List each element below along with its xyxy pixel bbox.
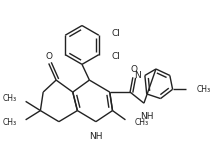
Text: CH₃: CH₃: [135, 118, 149, 127]
Text: N: N: [134, 71, 141, 80]
Text: O: O: [45, 52, 52, 61]
Text: NH: NH: [89, 132, 103, 141]
Text: CH₃: CH₃: [2, 118, 16, 127]
Text: Cl: Cl: [112, 52, 121, 61]
Text: O: O: [130, 65, 137, 74]
Text: CH₃: CH₃: [197, 85, 211, 94]
Text: Cl: Cl: [112, 29, 121, 38]
Text: NH: NH: [140, 111, 153, 121]
Text: CH₃: CH₃: [2, 94, 16, 103]
